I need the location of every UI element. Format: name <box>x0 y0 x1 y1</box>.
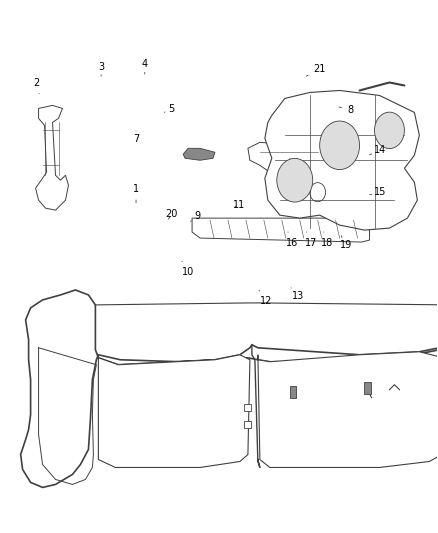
Text: 18: 18 <box>321 232 333 247</box>
Text: 3: 3 <box>98 62 104 76</box>
Text: 19: 19 <box>339 236 352 250</box>
Text: 4: 4 <box>142 60 148 74</box>
Circle shape <box>374 112 404 149</box>
Text: 7: 7 <box>133 131 139 144</box>
Polygon shape <box>258 352 438 467</box>
Text: 14: 14 <box>370 144 387 155</box>
Circle shape <box>320 121 360 169</box>
Polygon shape <box>35 106 68 210</box>
Text: 9: 9 <box>191 211 200 221</box>
Bar <box>290 386 296 398</box>
Polygon shape <box>21 262 438 487</box>
Text: 1: 1 <box>133 184 139 203</box>
Text: 10: 10 <box>182 261 194 277</box>
Polygon shape <box>298 172 342 208</box>
Polygon shape <box>99 355 250 467</box>
Text: 13: 13 <box>291 288 304 301</box>
Circle shape <box>310 183 325 202</box>
Polygon shape <box>192 218 370 242</box>
Text: 12: 12 <box>259 290 272 306</box>
Text: 21: 21 <box>306 64 325 76</box>
Text: 17: 17 <box>304 232 317 247</box>
Text: 8: 8 <box>339 104 353 115</box>
Text: 20: 20 <box>166 209 178 220</box>
Polygon shape <box>248 142 330 175</box>
Bar <box>244 422 251 428</box>
Text: 2: 2 <box>33 78 39 94</box>
Polygon shape <box>183 148 215 160</box>
Text: 11: 11 <box>233 200 245 211</box>
Text: 15: 15 <box>370 187 387 197</box>
Circle shape <box>277 158 313 202</box>
Bar <box>364 382 371 394</box>
Bar <box>244 405 251 411</box>
Text: 16: 16 <box>286 232 298 247</box>
Text: 5: 5 <box>164 103 174 114</box>
Polygon shape <box>265 91 419 230</box>
